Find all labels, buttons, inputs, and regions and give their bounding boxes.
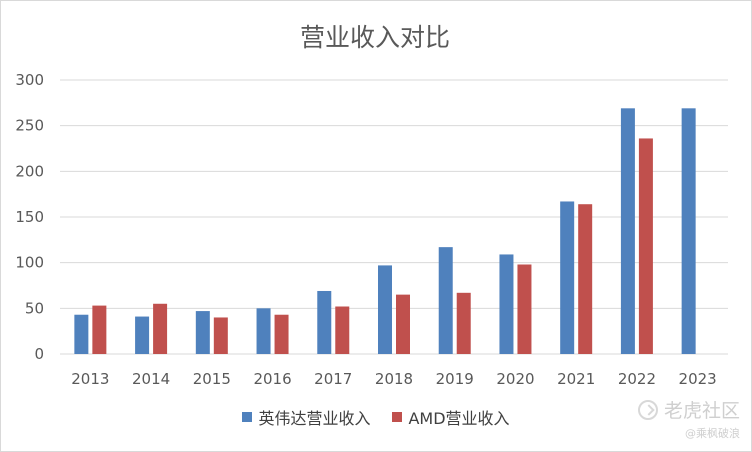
y-tick-label: 50 [25,299,44,317]
x-tick-label: 2023 [679,370,717,388]
bar-nvidia [620,108,635,355]
x-tick-label: 2013 [71,370,109,388]
x-tick-label: 2014 [132,370,170,388]
x-tick-label: 2016 [253,370,291,388]
y-tick-label: 150 [15,208,44,226]
bar-nvidia [135,316,150,354]
y-tick-label: 250 [15,117,44,135]
bar-nvidia [560,201,575,354]
bar-nvidia [317,290,332,354]
watermark-text: 老虎社区 [663,400,740,422]
legend-label-amd: AMD营业收入 [408,409,510,428]
bar-nvidia [499,254,514,354]
bar-nvidia [438,247,453,354]
legend-label-nvidia: 英伟达营业收入 [258,409,371,428]
bar-amd [578,204,593,354]
legend: 英伟达营业收入 AMD营业收入 [0,405,752,429]
x-tick-label: 2015 [193,370,231,388]
legend-item-nvidia: 英伟达营业收入 [242,405,370,429]
bar-amd [396,294,410,354]
y-tick-label: 200 [15,162,44,180]
chart-title: 营业收入对比 [299,23,450,52]
bar-nvidia [378,265,392,354]
x-tick-label: 2019 [436,370,474,388]
y-tick-label: 100 [15,254,44,272]
bar-amd [456,292,471,354]
bar-nvidia [195,311,210,354]
y-tick-label: 0 [34,345,44,363]
x-tick-label: 2021 [557,370,595,388]
tiger-logo-icon [637,399,658,420]
x-tick-label: 2022 [618,370,656,388]
bar-amd [213,317,228,354]
watermark-author: @乘枫破浪 [685,427,740,440]
bar-amd [638,138,653,354]
bar-amd [335,306,350,354]
bar-amd [517,264,532,354]
legend-swatch-nvidia [242,412,253,422]
bar-nvidia [256,308,271,354]
bar-nvidia [681,108,696,355]
bar-nvidia [74,314,89,354]
bar-amd [92,305,107,354]
x-tick-label: 2020 [496,370,534,388]
x-tick-label: 2017 [314,370,352,388]
x-tick-label: 2018 [375,370,413,388]
bar-amd [274,314,289,354]
legend-swatch-amd [392,412,403,422]
legend-item-amd: AMD营业收入 [392,405,510,429]
y-tick-label: 300 [15,71,44,89]
bar-amd [153,303,168,354]
watermark: 老虎社区 @乘枫破浪 [637,396,740,441]
